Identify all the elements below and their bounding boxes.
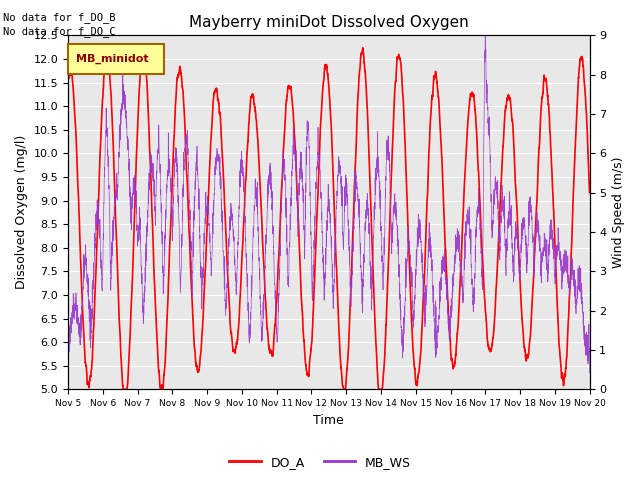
Y-axis label: Dissolved Oxygen (mg/l): Dissolved Oxygen (mg/l)	[15, 135, 28, 289]
Text: MB_minidot: MB_minidot	[76, 54, 148, 64]
Text: No data for f_DO_C: No data for f_DO_C	[3, 26, 116, 37]
Legend: DO_A, MB_WS: DO_A, MB_WS	[224, 451, 416, 474]
Title: Mayberry miniDot Dissolved Oxygen: Mayberry miniDot Dissolved Oxygen	[189, 15, 468, 30]
X-axis label: Time: Time	[314, 414, 344, 427]
Text: No data for f_DO_B: No data for f_DO_B	[3, 12, 116, 23]
Y-axis label: Wind Speed (m/s): Wind Speed (m/s)	[612, 156, 625, 268]
